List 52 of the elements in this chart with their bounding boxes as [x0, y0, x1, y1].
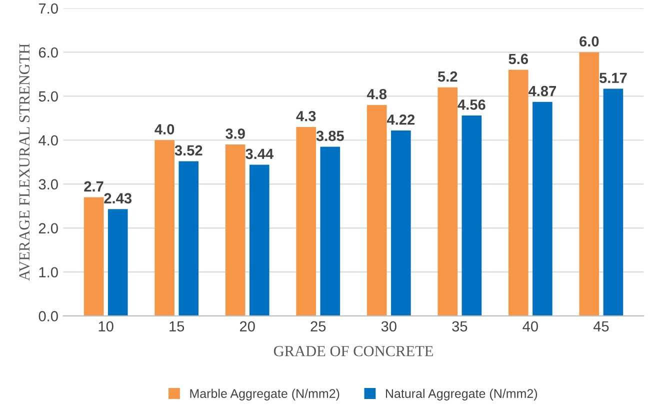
bar — [438, 87, 458, 316]
x-tick-label: 15 — [170, 321, 184, 332]
y-tick-label: 2.0 — [38, 223, 58, 234]
bar — [603, 88, 624, 316]
x-tick-label: 30 — [381, 321, 396, 332]
data-label: 4.87 — [528, 86, 556, 96]
bar — [579, 52, 600, 316]
bar — [154, 140, 174, 316]
bar — [366, 104, 387, 316]
data-label: 3.52 — [174, 145, 202, 156]
bar — [108, 209, 128, 316]
bar — [462, 116, 482, 316]
y-tick-label: 5.0 — [38, 91, 58, 102]
y-tick-label: 0.0 — [38, 311, 58, 322]
data-label: 4.3 — [296, 110, 316, 122]
legend-label: Natural Aggregate (N/mm2) — [386, 388, 538, 400]
x-tick-label: 35 — [452, 321, 468, 332]
y-tick-label: 7.0 — [38, 3, 58, 14]
x-tick-label: 10 — [98, 321, 114, 332]
bar — [225, 144, 246, 316]
bar — [84, 197, 104, 316]
bar — [296, 126, 316, 316]
data-label: 4.56 — [458, 100, 486, 110]
bar — [178, 161, 199, 316]
data-label: 3.9 — [226, 128, 245, 139]
bar — [249, 164, 270, 316]
data-label: 4.0 — [154, 124, 174, 134]
bar — [391, 130, 411, 316]
y-tick-label: 3.0 — [38, 179, 58, 190]
x-tick-label: 20 — [240, 321, 255, 332]
y-tick-label: 1.0 — [39, 267, 58, 278]
legend-label: Marble Aggregate (N/mm2) — [190, 388, 340, 400]
data-label: 6.0 — [580, 36, 599, 47]
y-axis-title: AVERAGE FLEXURAL STRENGTH — [19, 44, 30, 281]
data-label: 5.6 — [508, 54, 528, 64]
data-label: 4.22 — [386, 114, 415, 125]
data-label: 3.85 — [316, 130, 344, 142]
x-tick-label: 25 — [310, 321, 326, 332]
y-tick-label: 6.0 — [38, 47, 58, 58]
x-axis-title: GRADE OF CONCRETE — [274, 346, 433, 356]
x-tick-label: 40 — [522, 321, 538, 332]
data-label: 2.43 — [104, 193, 132, 204]
bar — [320, 146, 340, 316]
data-label: 2.7 — [84, 181, 104, 192]
bar — [508, 70, 528, 316]
x-tick-label: 45 — [593, 321, 609, 332]
data-label: 4.8 — [366, 88, 387, 100]
data-label: 3.44 — [246, 148, 274, 160]
data-label: 5.17 — [599, 72, 627, 84]
y-tick-label: 4.0 — [38, 135, 58, 146]
bar — [532, 102, 552, 316]
data-label: 5.2 — [438, 71, 458, 82]
